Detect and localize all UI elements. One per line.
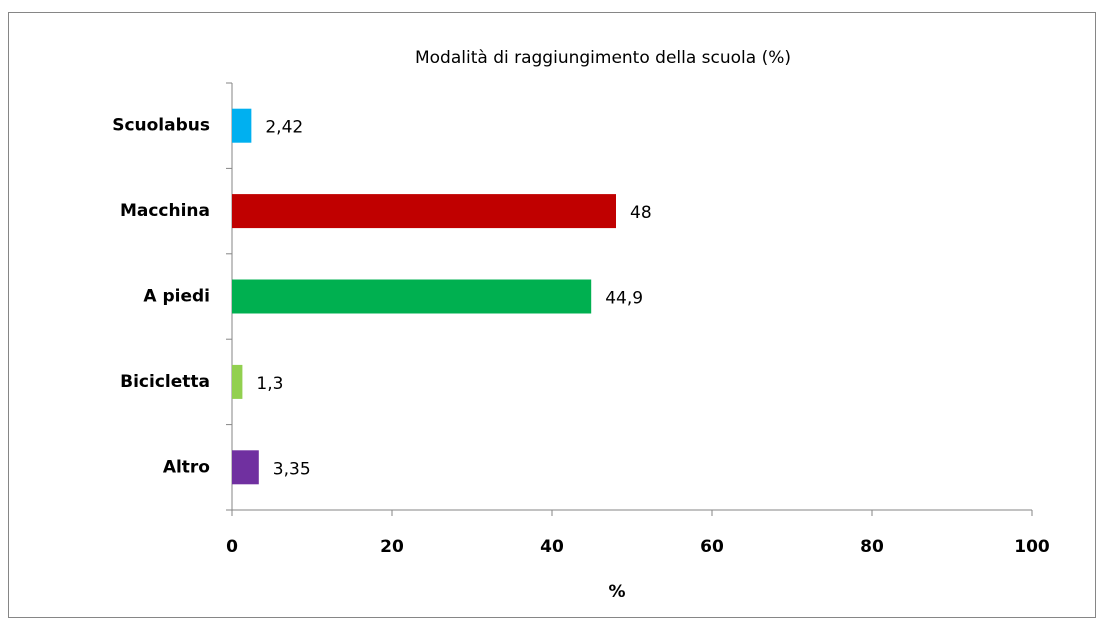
bar	[232, 364, 243, 399]
bar	[232, 108, 252, 143]
chart-border	[8, 12, 1096, 618]
x-axis-label: %	[608, 582, 625, 602]
data-label: 44,9	[605, 289, 643, 309]
y-tick-label: Bicicletta	[120, 372, 210, 392]
y-tick-label: Scuolabus	[112, 116, 210, 136]
x-tick-label: 100	[1014, 537, 1050, 557]
x-tick-label: 60	[700, 537, 724, 557]
x-tick-label: 20	[380, 537, 404, 557]
y-tick-label: Altro	[163, 457, 210, 477]
bar	[232, 279, 592, 314]
data-label: 2,42	[265, 118, 303, 138]
chart-title: Modalità di raggiungimento della scuola …	[415, 48, 791, 68]
data-label: 3,35	[273, 459, 311, 479]
x-tick-label: 40	[540, 537, 564, 557]
x-tick-label: 0	[226, 537, 238, 557]
bar	[232, 194, 616, 229]
data-label: 1,3	[256, 374, 283, 394]
bar	[232, 450, 259, 485]
y-tick-label: Macchina	[120, 201, 210, 221]
x-tick-label: 80	[860, 537, 884, 557]
data-label: 48	[630, 203, 652, 223]
y-tick-label: A piedi	[143, 287, 210, 307]
